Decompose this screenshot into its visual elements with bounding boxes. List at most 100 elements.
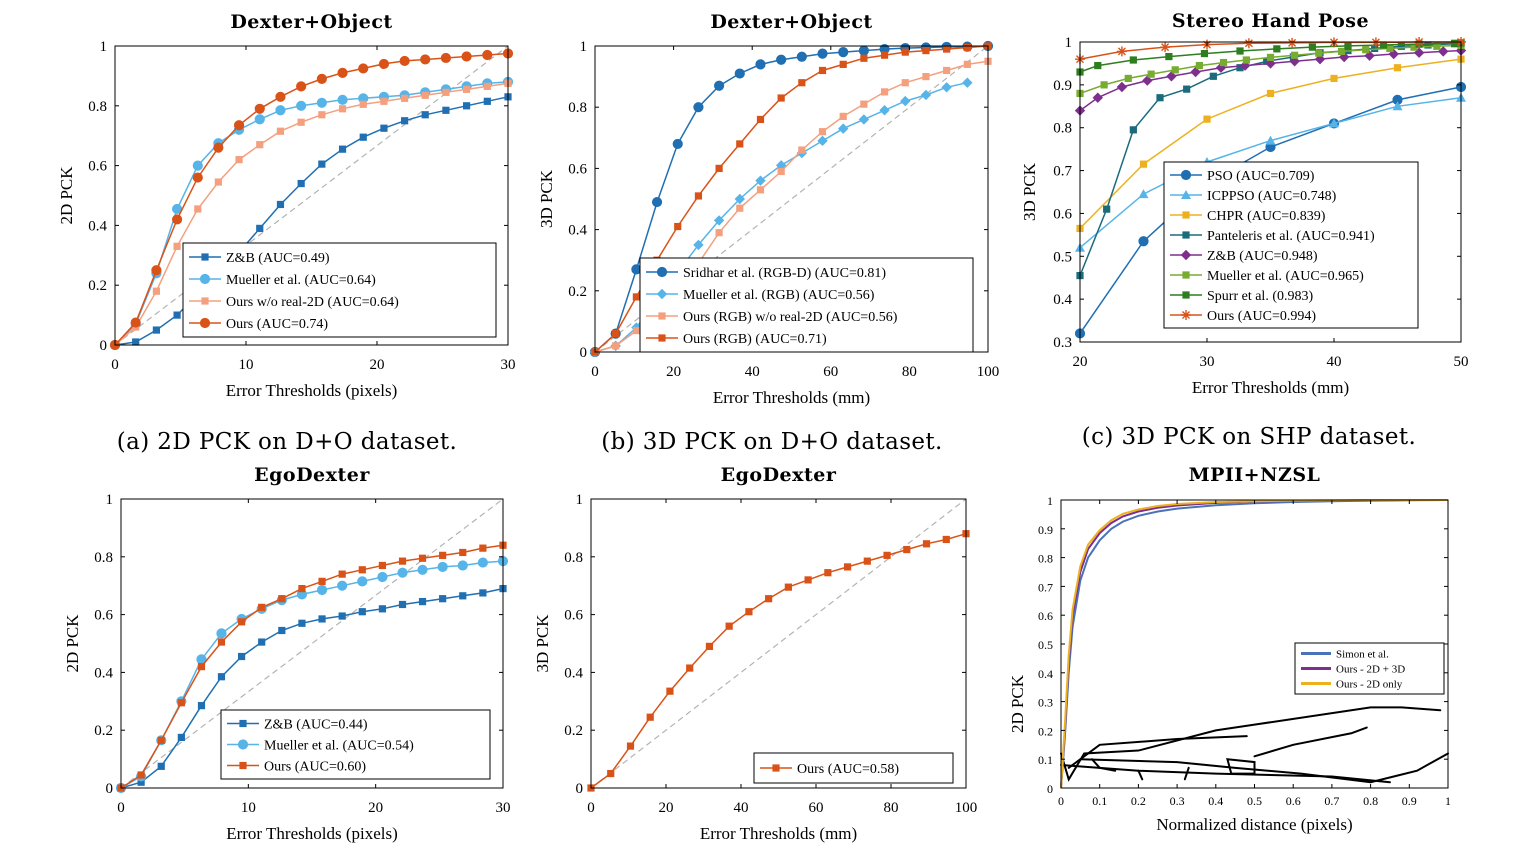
legend-label: Ours (AUC=0.58) [797, 762, 899, 777]
chart-title: Dexter+Object [710, 11, 872, 33]
data-point [880, 88, 889, 96]
data-point [715, 164, 723, 172]
y-tick-label: 0.4 [1053, 292, 1072, 308]
data-point [1424, 41, 1432, 49]
y-tick-label: 0.4 [1038, 667, 1053, 681]
y-axis-label: 2D PCK [63, 614, 82, 673]
legend-marker [772, 764, 780, 772]
x-tick-label: 0.2 [1131, 794, 1146, 808]
data-point [1397, 42, 1405, 50]
data-point [483, 97, 491, 105]
data-point [157, 762, 165, 770]
data-point [298, 584, 306, 593]
data-point [457, 560, 468, 571]
legend-marker [1182, 271, 1190, 279]
data-point [693, 102, 704, 113]
legend-label: Ours w/o real-2D (AUC=0.64) [226, 295, 399, 310]
legend-label: Panteleris et al. (AUC=0.941) [1207, 229, 1375, 244]
legend-label: Mueller et al. (AUC=0.64) [226, 273, 376, 288]
data-point [777, 167, 785, 176]
data-point [1116, 81, 1128, 93]
legend-marker [199, 273, 211, 285]
data-point [1165, 52, 1173, 61]
x-tick-label: 0 [1058, 794, 1064, 808]
y-tick-label: 0.6 [88, 159, 107, 175]
data-point [278, 595, 286, 603]
x-tick-label: 30 [496, 800, 511, 816]
legend-label: Ours (RGB) (AUC=0.71) [683, 332, 827, 347]
data-point [398, 600, 407, 609]
x-tick-label: 20 [666, 364, 681, 380]
x-tick-label: 0.3 [1170, 794, 1185, 808]
y-tick-label: 0.2 [94, 723, 113, 739]
data-point [380, 97, 388, 105]
data-point [337, 94, 348, 105]
data-point [1138, 236, 1149, 247]
x-tick-label: 0.7 [1324, 794, 1339, 808]
data-point [278, 626, 286, 635]
data-point [421, 91, 429, 99]
data-point [883, 551, 891, 559]
y-tick-label: 0.8 [1038, 552, 1053, 566]
x-tick-label: 60 [823, 364, 838, 380]
legend-label: Ours - 2D only [1336, 679, 1403, 691]
data-point [463, 102, 471, 110]
data-point [192, 160, 203, 171]
data-point [483, 82, 491, 90]
legend: PSO (AUC=0.709) ICPPSO (AUC=0.748) CHPR (A… [1163, 161, 1419, 329]
data-point [612, 330, 620, 338]
y-tick-label: 0.6 [1053, 206, 1072, 222]
data-point [417, 564, 428, 575]
legend: Z&B (AUC=0.49) Mueller et al. (AUC=0.64) O… [182, 242, 497, 338]
data-point [674, 222, 682, 231]
data-point [173, 311, 181, 319]
series-1 [587, 530, 970, 792]
legend-label: Ours (AUC=0.994) [1207, 309, 1316, 324]
plot-frame [1079, 41, 1462, 343]
plot-frame [590, 498, 967, 789]
y-tick-label: 0.8 [1053, 121, 1072, 137]
data-point [756, 186, 765, 194]
data-point [784, 583, 792, 591]
data-point [258, 638, 266, 646]
y-tick-label: 0.3 [1053, 335, 1072, 351]
y-tick-label: 0.6 [564, 608, 583, 624]
data-point [214, 178, 222, 186]
chart-a: Dexter+Object 0 10 20 30 0 0.2 0.4 0.6 0.8 1 Error … [57, 11, 516, 400]
legend-marker [1180, 249, 1192, 261]
legend-marker [239, 719, 247, 728]
data-point [420, 54, 431, 65]
data-point [1291, 51, 1299, 59]
legend-marker [1181, 310, 1191, 320]
data-point [734, 68, 745, 79]
chart-b: Dexter+Object 0 20 40 60 80 100 0 0.2 0.4 0.6 0.8 1 E… [537, 11, 999, 407]
y-tick-label: 0.2 [88, 278, 107, 294]
legend: Simon et al. Ours - 2D + 3D Ours - 2D only [1294, 642, 1445, 695]
legend-marker [201, 253, 209, 261]
data-point [1116, 46, 1127, 57]
legend-label: Sridhar et al. (RGB-D) (AUC=0.81) [683, 266, 886, 281]
legend-marker [237, 739, 249, 750]
data-point [171, 214, 183, 225]
legend-label: ICPPSO (AUC=0.748) [1207, 189, 1337, 204]
data-point [1364, 50, 1375, 61]
data-point [736, 140, 744, 148]
x-axis-label: Error Thresholds (mm) [1192, 378, 1349, 397]
data-point [1433, 42, 1441, 50]
series-line [1079, 44, 1462, 95]
data-point [632, 326, 640, 335]
legend-label: Z&B (AUC=0.948) [1207, 249, 1318, 264]
data-point [442, 106, 450, 114]
data-point [838, 47, 849, 58]
data-point [922, 46, 930, 55]
data-point [776, 54, 787, 65]
legend: Sridhar et al. (RGB-D) (AUC=0.81) Mueller… [639, 257, 974, 353]
data-point [378, 561, 387, 570]
data-point [1160, 42, 1171, 53]
data-point [256, 224, 264, 232]
legend-label: Ours (AUC=0.60) [264, 760, 366, 775]
y-tick-label: 0.5 [1038, 638, 1053, 652]
x-tick-label: 0.4 [1208, 794, 1223, 808]
legend: Ours (AUC=0.58) [753, 752, 954, 784]
data-point [177, 699, 185, 707]
